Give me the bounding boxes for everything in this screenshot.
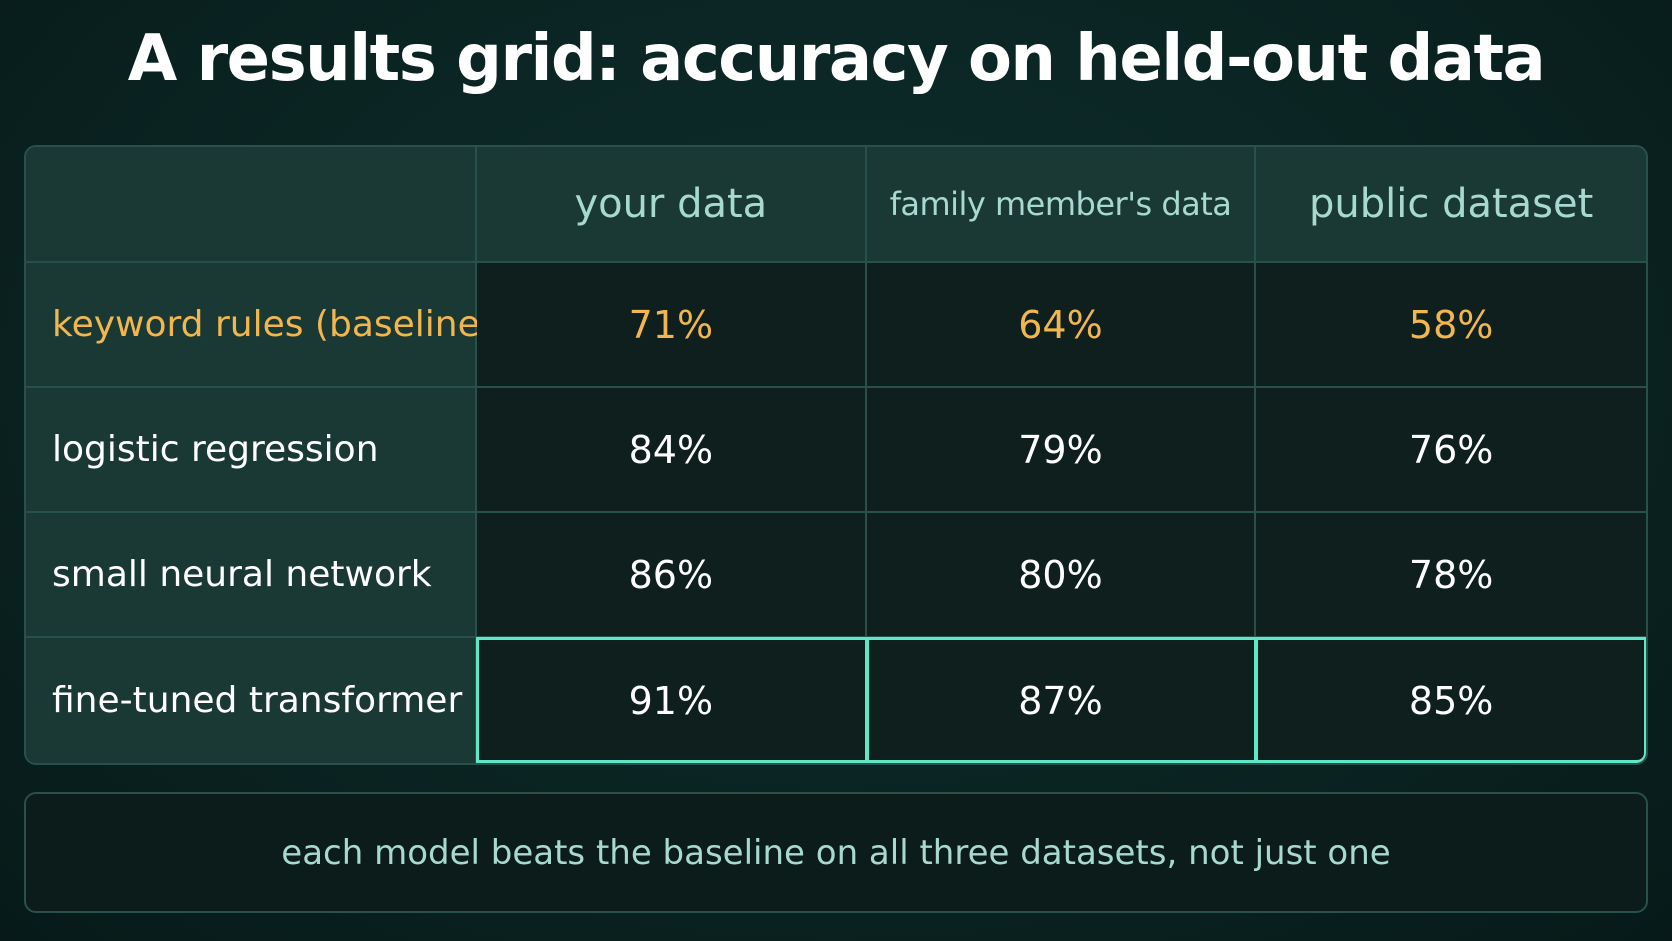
summary-note: each model beats the baseline on all thr… [24, 792, 1648, 913]
row-label: small neural network [26, 513, 477, 638]
row-label: keyword rules (baseline) [26, 263, 494, 388]
value-cell: 84% [477, 388, 867, 513]
column-header: public dataset [1256, 147, 1646, 263]
value-cell: 87% [866, 638, 1257, 763]
value-cell: 64% [866, 263, 1257, 388]
column-header: family member's data [866, 147, 1257, 263]
value-cell: 85% [1256, 638, 1646, 763]
column-header: your data [477, 147, 867, 263]
value-cell: 71% [477, 263, 867, 388]
value-cell: 79% [866, 388, 1257, 513]
value-cell: 78% [1256, 513, 1646, 638]
row-label: fine-tuned transformer [26, 638, 477, 763]
value-cell: 58% [1256, 263, 1646, 388]
value-cell: 86% [477, 513, 867, 638]
value-cell: 80% [866, 513, 1257, 638]
results-grid: your data family member's data public data… [24, 145, 1648, 765]
value-cell: 91% [477, 638, 867, 763]
row-label: logistic regression [26, 388, 477, 513]
value-cell: 76% [1256, 388, 1646, 513]
page-title: A results grid: accuracy on held-out dat… [127, 22, 1546, 96]
corner-cell [26, 147, 477, 263]
